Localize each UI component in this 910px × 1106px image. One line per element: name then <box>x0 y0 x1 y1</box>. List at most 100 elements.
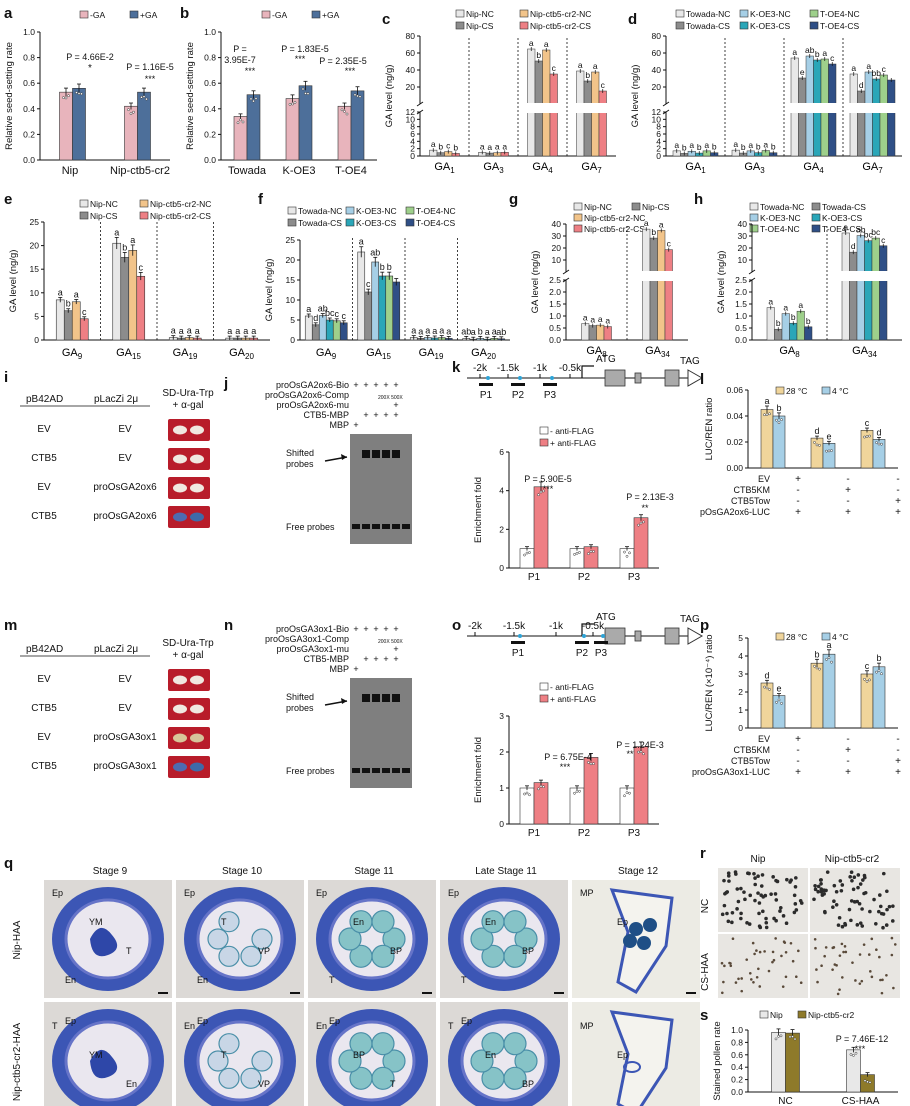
sig-letter: b <box>536 50 541 60</box>
pollen-grain <box>470 927 494 951</box>
sig-letter: b <box>776 403 781 413</box>
bar--ga <box>298 85 313 161</box>
data-point <box>575 551 579 555</box>
category-label: P1 <box>528 572 541 583</box>
construct-row-label: CTB5KM <box>733 745 770 755</box>
pollen-dot <box>852 875 857 880</box>
sig-letter: b <box>453 142 458 152</box>
pollen-dot <box>763 950 766 953</box>
p-value: P = 1.83E-5 <box>281 44 329 54</box>
legend-swatch <box>405 206 415 215</box>
sig-letter: ab <box>318 304 328 314</box>
emsa-lane-mark: + <box>373 410 378 420</box>
y-tick-label: 0 <box>290 335 295 345</box>
y-tick-label: 3 <box>499 711 504 721</box>
construct-mark: - <box>896 745 899 756</box>
pollen-dot <box>778 905 783 910</box>
bar--anti-flag <box>633 746 649 825</box>
pollen-dot <box>852 900 857 904</box>
emsa-lane-mark: + <box>363 410 368 420</box>
category-subscript: 19 <box>189 352 198 361</box>
axis-break <box>662 101 670 107</box>
bar-nip-cs <box>63 310 73 341</box>
pollen-dot <box>734 981 738 984</box>
pollen-dot <box>868 909 872 914</box>
tag-label: TAG <box>680 356 700 367</box>
pollen-dot <box>773 892 778 896</box>
bar--ga <box>233 116 248 161</box>
sig-letter: bc <box>864 230 874 240</box>
emsa-lane-mark: + <box>393 644 398 654</box>
sig-letter: c <box>446 141 451 151</box>
exon <box>664 627 680 645</box>
binding-site <box>550 376 554 380</box>
bar-t-oe4-cs <box>339 322 348 341</box>
legend-swatch <box>139 199 149 208</box>
category-subscript: 9 <box>78 352 83 361</box>
column-header: pLacZi 2μ <box>94 394 138 405</box>
sig-letter: e <box>776 684 781 694</box>
bar-4-c <box>872 666 886 729</box>
pollen-dot <box>834 889 839 894</box>
pollen-dot <box>887 904 892 909</box>
pollen-dot <box>756 874 760 879</box>
atg-label: ATG <box>596 354 616 365</box>
axis-break <box>416 101 424 107</box>
y-tick-label: 30 <box>738 231 748 241</box>
y-tick-label: 12 <box>406 107 416 117</box>
stage-title: Stage 9 <box>93 866 128 877</box>
position-label: -1k <box>549 621 564 632</box>
pollen-dot <box>862 943 866 946</box>
emsa-lane-mark: + <box>383 654 388 664</box>
data-point <box>628 551 631 555</box>
legend-label: Towada-CS <box>298 218 342 228</box>
y-tick-label: 2.5 <box>549 275 561 285</box>
pollen-dot <box>793 885 798 889</box>
cell-layer-label: En <box>126 1079 137 1089</box>
legend-label: Nip-NC <box>466 9 494 19</box>
pollen-dot <box>870 975 874 979</box>
y-tick-label: 2.5 <box>735 275 747 285</box>
bar-towada-cs <box>311 324 320 341</box>
cell-layer-label: T <box>329 975 335 985</box>
y-tick-label: 2 <box>656 144 661 154</box>
exon <box>634 372 642 384</box>
cell-layer-label: T <box>390 1079 396 1089</box>
y-tick-label: 0.6 <box>731 1050 743 1060</box>
pollen-dot <box>753 882 758 887</box>
y-tick-label: 0.8 <box>731 1037 743 1047</box>
data-point <box>573 791 576 795</box>
category-label: GA1 <box>434 161 455 175</box>
pollen-dot <box>823 909 827 914</box>
pollen-dot <box>731 937 735 941</box>
pollen-dot <box>832 946 836 949</box>
legend-label: T-OE4-CS <box>822 224 862 234</box>
pollen-dot <box>881 871 886 876</box>
pollen-dot <box>771 960 774 964</box>
y-tick-label: 40 <box>406 65 416 75</box>
young-microspores <box>90 1049 118 1079</box>
sig-letter: c <box>882 64 887 74</box>
emsa-lane-mark: + <box>393 410 398 420</box>
legend-label: +GA <box>140 10 158 20</box>
pollen-dot <box>757 967 760 971</box>
exon <box>634 630 642 642</box>
panel-letter: d <box>628 11 637 28</box>
category-subscript: 4 <box>819 166 824 175</box>
category-label: P2 <box>578 572 591 583</box>
shifted-band <box>362 450 370 458</box>
pollen-dot <box>793 902 798 906</box>
pollen-dot <box>860 979 864 983</box>
free-probe-band <box>362 524 370 529</box>
free-probe-band <box>402 768 410 773</box>
bar-nip <box>771 1032 786 1093</box>
data-point <box>132 110 135 114</box>
pollen-dot <box>869 970 872 973</box>
data-point <box>865 680 869 683</box>
pollen-dot <box>784 951 788 954</box>
column-header: Nip-ctb5-cr2 <box>825 854 880 865</box>
pollen-dot <box>720 961 724 965</box>
sig-letter: a <box>866 61 871 71</box>
construct-label: proOsGA3ox1 <box>93 761 157 772</box>
pollen-dot <box>735 887 740 891</box>
